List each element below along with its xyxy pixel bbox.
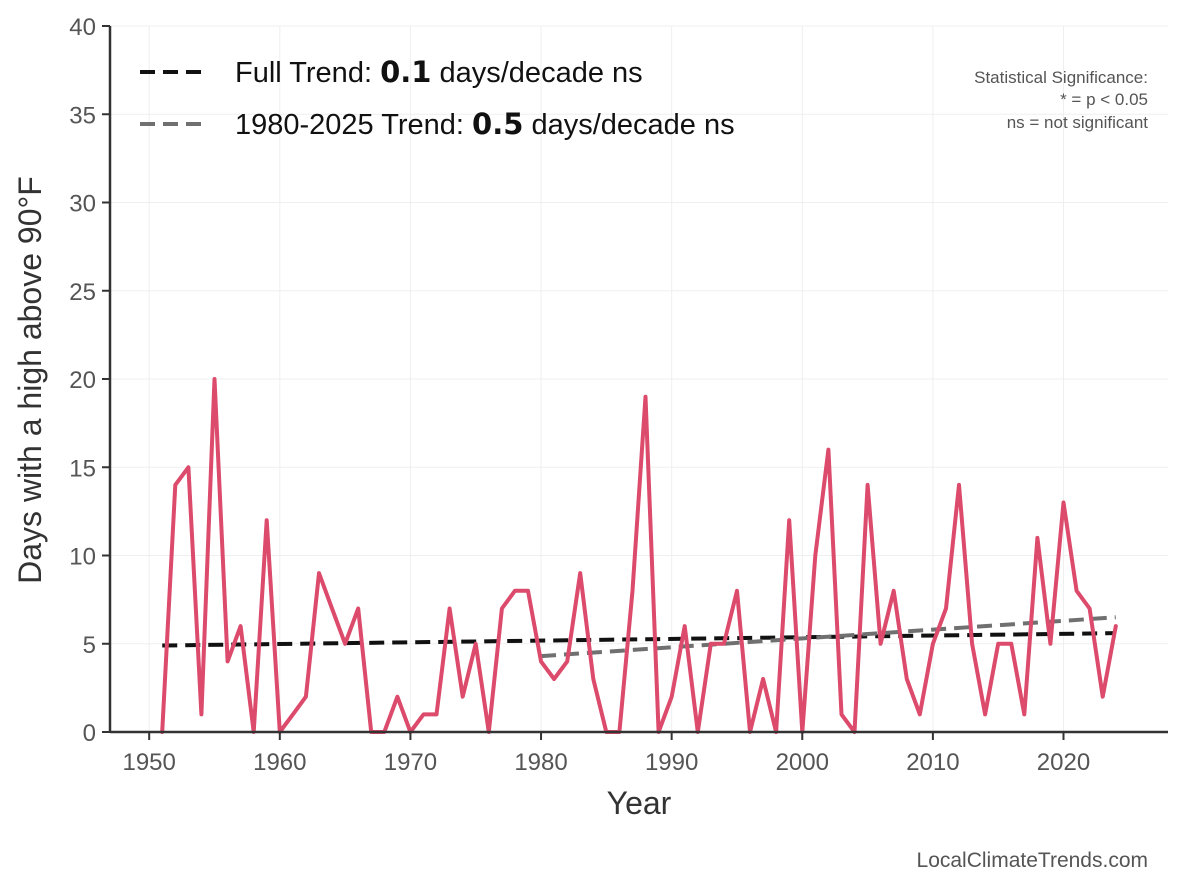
x-tick-label: 1950	[122, 749, 175, 776]
significance-ns-note: ns = not significant	[1007, 113, 1149, 132]
y-tick-label: 15	[69, 455, 96, 482]
legend-full-trend-value: 0.1	[380, 55, 431, 89]
x-tick-label: 2020	[1037, 749, 1090, 776]
y-tick-label: 10	[69, 544, 96, 571]
y-tick-label: 40	[69, 14, 96, 41]
x-tick-label: 1990	[645, 749, 698, 776]
legend-entry-full-trend: Full Trend: 0.1 days/decade ns	[235, 55, 643, 89]
trend-lines	[162, 615, 1116, 659]
significance-note: Statistical Significance: * = p < 0.05 n…	[974, 68, 1148, 132]
trend-line-full	[162, 631, 1116, 648]
x-tick-label: 2010	[906, 749, 959, 776]
x-tick-label: 1960	[253, 749, 306, 776]
legend-recent-trend-value: 0.5	[472, 107, 523, 141]
legend: Full Trend: 0.1 days/decade ns 1980-2025…	[140, 55, 735, 141]
legend-recent-trend-prefix: 1980-2025 Trend:	[235, 109, 472, 141]
legend-full-trend-suffix: days/decade ns	[431, 57, 642, 89]
y-axis-title: Days with a high above 90°F	[12, 176, 48, 584]
y-tick-label: 20	[69, 367, 96, 394]
x-tick-label: 1980	[514, 749, 567, 776]
tick-labels: 1950 1960 1970 1980 1990 2000 2010 2020 0 5 10 15 20…	[69, 14, 1090, 776]
significance-star-note: * = p < 0.05	[1060, 90, 1148, 109]
legend-recent-trend-suffix: days/decade ns	[523, 109, 734, 141]
data-series	[160, 377, 1118, 734]
legend-entry-recent-trend: 1980-2025 Trend: 0.5 days/decade ns	[235, 107, 735, 141]
source-credit: LocalClimateTrends.com	[917, 849, 1148, 872]
y-tick-label: 35	[69, 102, 96, 129]
x-tick-label: 1970	[384, 749, 437, 776]
trend-line-recent	[540, 615, 1116, 659]
y-tick-label: 25	[69, 279, 96, 306]
y-tick-label: 5	[83, 632, 96, 659]
x-axis-title: Year	[607, 785, 672, 821]
significance-title: Statistical Significance:	[974, 68, 1148, 87]
legend-full-trend-prefix: Full Trend:	[235, 57, 380, 89]
y-tick-label: 0	[83, 720, 96, 747]
x-tick-label: 2000	[776, 749, 829, 776]
grid-lines	[110, 25, 1168, 733]
series-line	[160, 377, 1118, 734]
y-tick-label: 30	[69, 191, 96, 218]
